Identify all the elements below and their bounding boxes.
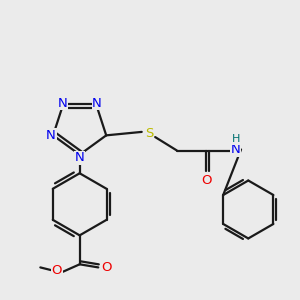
Text: N: N [46, 129, 56, 142]
Text: N: N [92, 97, 102, 110]
Text: H: H [232, 134, 240, 144]
Text: S: S [145, 128, 153, 140]
Text: O: O [202, 174, 212, 187]
Text: O: O [52, 264, 62, 277]
Text: N: N [57, 97, 67, 110]
Text: N: N [231, 143, 241, 156]
Text: O: O [101, 261, 112, 274]
Text: N: N [75, 151, 85, 164]
